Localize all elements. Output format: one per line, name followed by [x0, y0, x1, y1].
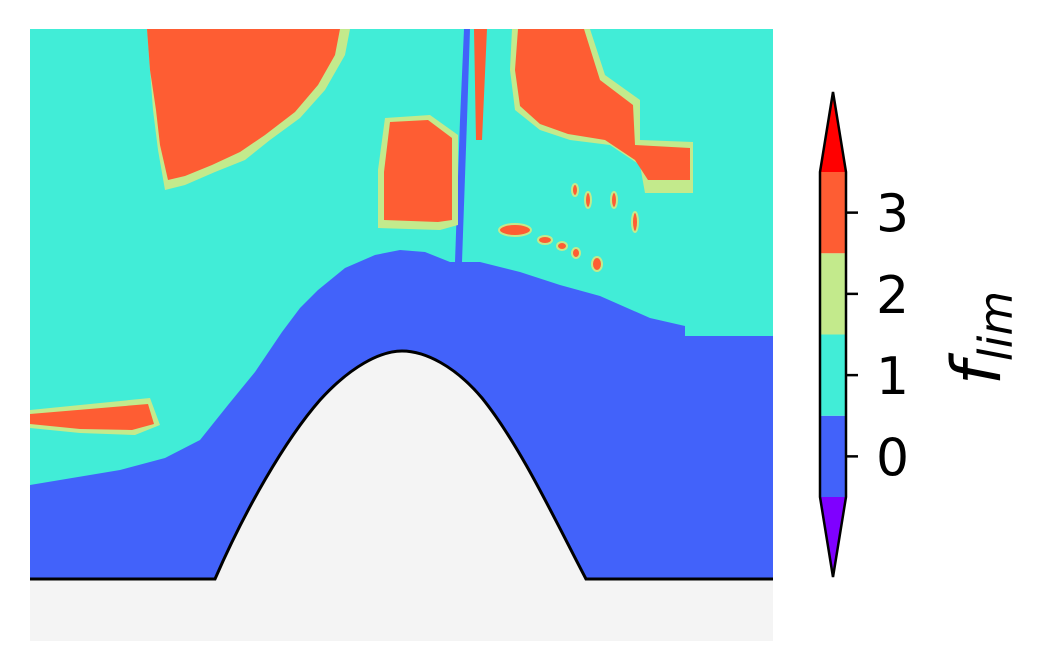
patch-flim-3: [571, 183, 579, 197]
patch-flim-3: [147, 29, 340, 180]
streak-flim-0: [455, 29, 470, 262]
patch-flim-3: [498, 223, 532, 237]
patches-flim-3: [30, 29, 693, 435]
colorbar-tick-label: 2: [876, 266, 909, 326]
patch-flim-3: [384, 120, 452, 222]
streak-flim-3: [474, 29, 487, 140]
patch-flim-3: [30, 404, 154, 430]
colorbar-under-triangle: [820, 497, 846, 577]
colorbar-segment-0: [820, 415, 846, 497]
colorbar: 0 1 2 3 flim: [818, 91, 1023, 578]
patch-flim-3: [571, 247, 581, 259]
patch-flim-3: [515, 29, 690, 180]
patch-flim-3: [631, 211, 639, 233]
heatmap-field: [30, 29, 773, 641]
colorbar-segment-1: [820, 334, 846, 416]
colorbar-segments: [820, 92, 846, 577]
patch-flim-3: [537, 235, 553, 245]
colorbar-label: flim: [938, 291, 1023, 385]
obstacle-bump: [215, 351, 586, 579]
colorbar-label-subscript: lim: [969, 291, 1023, 361]
colorbar-ticks: 0 1 2 3: [846, 185, 909, 488]
wall-outline: [30, 349, 773, 581]
colorbar-outline: [818, 91, 848, 578]
colorbar-segment-3: [820, 172, 846, 254]
colorbar-segment-2: [820, 253, 846, 335]
patch-flim-3: [610, 191, 618, 209]
patch-flim-3: [556, 241, 568, 251]
patch-flim-3: [591, 256, 603, 272]
wall-region: [30, 579, 773, 641]
colorbar-tick-label: 3: [876, 185, 909, 245]
colorbar-tick-label: 1: [876, 347, 909, 407]
patch-flim-3: [584, 191, 592, 209]
colorbar-tick-label: 0: [876, 428, 909, 488]
colorbar-over-triangle: [820, 92, 846, 172]
